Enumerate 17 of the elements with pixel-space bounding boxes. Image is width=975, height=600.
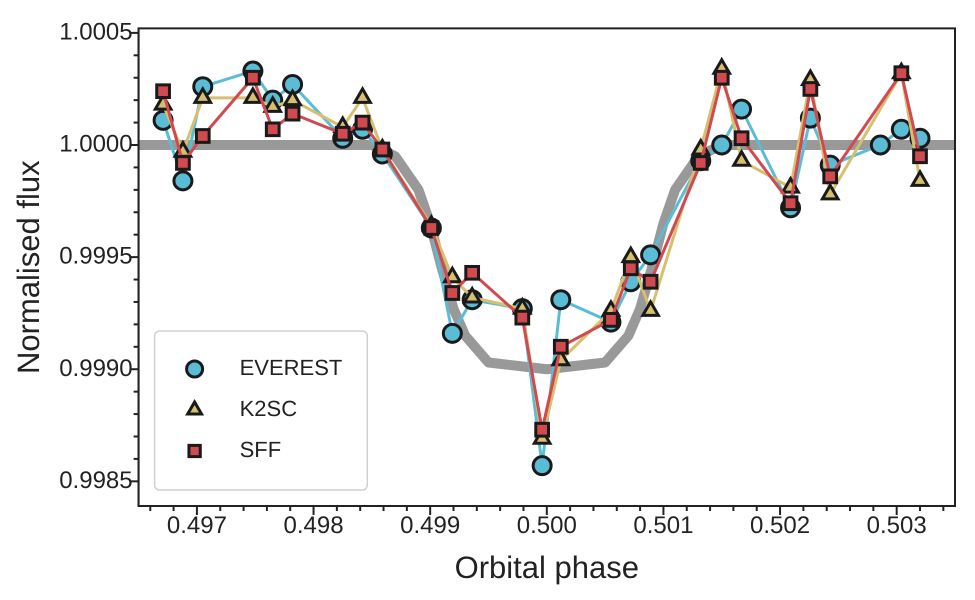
y-tick-label: 1.0005 (59, 18, 133, 46)
x-tick-label: 0.501 (633, 512, 694, 540)
x-tick-label: 0.503 (866, 512, 927, 540)
legend-label: K2SC (240, 396, 298, 422)
y-tick-label: 0.9985 (59, 466, 133, 494)
x-tick-label: 0.498 (284, 512, 344, 540)
x-tick-label: 0.499 (400, 512, 460, 540)
x-tick-label: 0.500 (516, 512, 577, 540)
y-axis-title: Normalised flux (11, 160, 46, 374)
y-tick-label: 0.9990 (59, 354, 133, 382)
y-tick-label: 0.9995 (59, 242, 133, 270)
legend-label: EVEREST (240, 355, 342, 380)
legend-label: SFF (240, 437, 282, 462)
x-tick-label: 0.497 (166, 512, 227, 540)
y-tick-label: 1.0000 (59, 130, 133, 158)
x-axis-title: Orbital phase (454, 550, 639, 585)
x-tick-label: 0.502 (750, 512, 810, 540)
